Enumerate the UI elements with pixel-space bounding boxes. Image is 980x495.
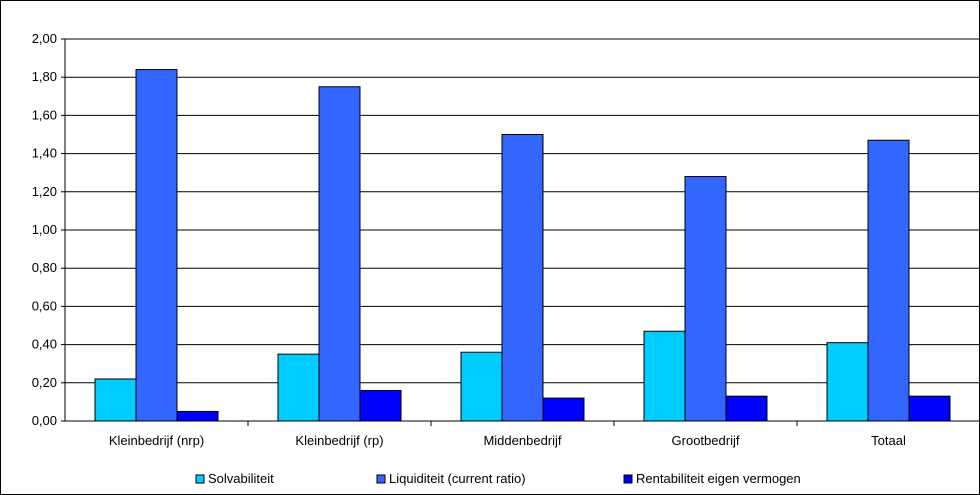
x-category-label: Totaal — [871, 433, 906, 448]
y-tick-label: 1,40 — [32, 146, 57, 161]
legend-label: Solvabiliteit — [208, 471, 274, 486]
bar — [867, 139, 910, 422]
legend-label: Liquiditeit (current ratio) — [389, 471, 526, 486]
legend-swatch — [376, 474, 386, 484]
x-category-label: Middenbedrijf — [483, 433, 561, 448]
x-category-label: Kleinbedrijf (rp) — [295, 433, 383, 448]
legend-swatch — [623, 474, 633, 484]
legend: Solvabiliteit Liquiditeit (current ratio)… — [195, 471, 801, 486]
bar — [318, 86, 361, 422]
bar — [501, 134, 544, 422]
y-tick-label: 1,60 — [32, 107, 57, 122]
y-tick-label: 1,00 — [32, 222, 57, 237]
y-tick-labels: 0,00 0,20 0,40 0,60 0,80 1,00 1,20 1,40 1,60 1,80… — [32, 31, 57, 428]
y-tick-label: 1,20 — [32, 184, 57, 199]
bar — [176, 410, 219, 422]
y-tick-label: 0,40 — [32, 337, 57, 352]
legend-label: Rentabiliteit eigen vermogen — [636, 471, 801, 486]
bar — [643, 330, 686, 422]
y-tick-label: 0,60 — [32, 298, 57, 313]
x-category-labels: Kleinbedrijf (nrp) Kleinbedrijf (rp) Midde… — [109, 433, 906, 448]
bar — [94, 378, 137, 422]
y-tick-label: 0,80 — [32, 260, 57, 275]
y-tick-label: 1,80 — [32, 69, 57, 84]
bar — [460, 351, 503, 422]
y-tick-label: 0,20 — [32, 375, 57, 390]
bar — [826, 342, 869, 422]
x-category-label: Grootbedrijf — [672, 433, 740, 448]
bar — [135, 69, 178, 422]
bar — [684, 176, 727, 422]
y-tick-label: 0,00 — [32, 413, 57, 428]
bar — [542, 397, 585, 422]
y-tick-label: 2,00 — [32, 31, 57, 46]
bar — [277, 353, 320, 422]
bars — [94, 69, 951, 422]
bar — [359, 389, 402, 422]
axes — [61, 38, 980, 426]
x-category-label: Kleinbedrijf (nrp) — [109, 433, 204, 448]
bar — [908, 395, 951, 422]
bar — [725, 395, 768, 422]
legend-swatch — [195, 474, 205, 484]
